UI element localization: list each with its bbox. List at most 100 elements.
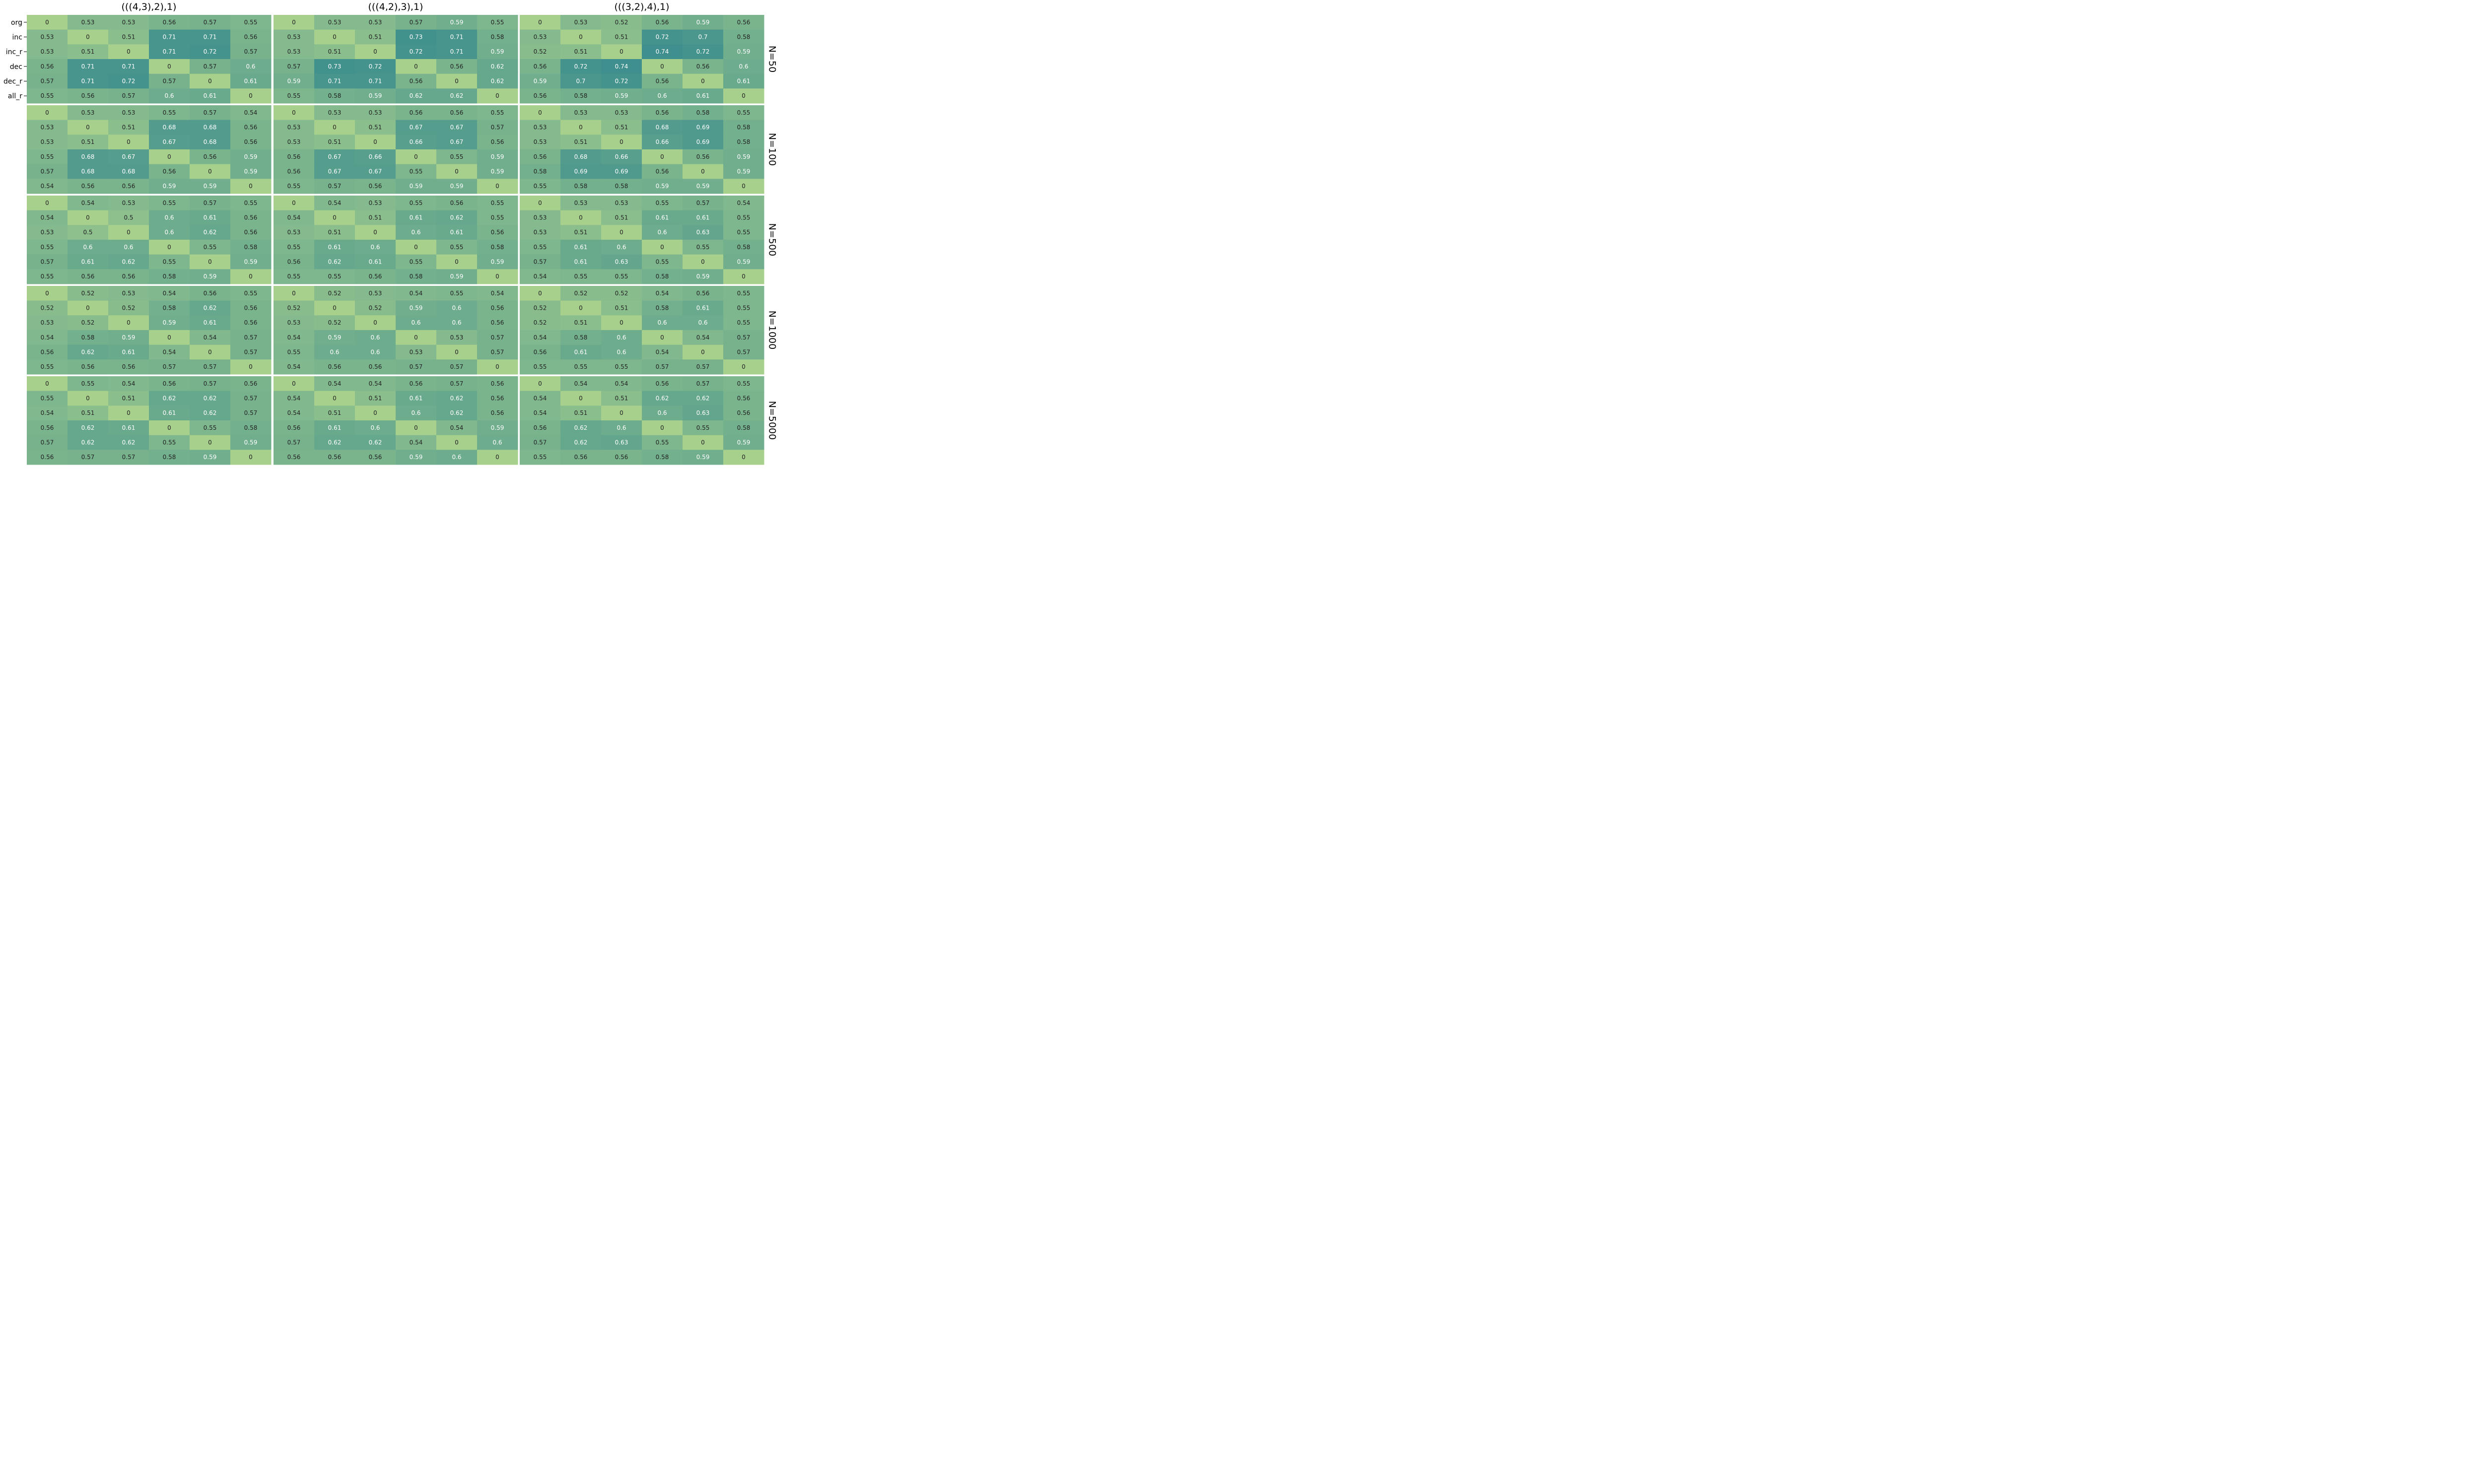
heatmap-cell <box>436 225 478 240</box>
heatmap-cell <box>723 286 764 301</box>
cell-value-label: 0.6 <box>164 214 174 221</box>
heatmap-cell <box>149 330 190 345</box>
cell-value-label: 0.57 <box>410 19 423 26</box>
cell-value-label: 0.58 <box>737 138 751 145</box>
cell-value-label: 0.57 <box>534 259 547 266</box>
cell-value-label: 0.55 <box>737 229 751 236</box>
cell-value-label: 0.52 <box>615 19 628 26</box>
heatmap-cell <box>477 225 518 240</box>
heatmap-cell <box>683 405 724 421</box>
cell-value-label: 0.56 <box>656 168 669 175</box>
heatmap-cell <box>149 29 190 45</box>
cell-value-label: 0.57 <box>410 363 423 370</box>
heatmap-cell <box>27 44 68 60</box>
cell-value-label: 0.51 <box>574 48 588 55</box>
cell-value-label: 0.53 <box>450 334 464 341</box>
cell-value-label: 0.59 <box>737 153 751 160</box>
cell-value-label: 0.53 <box>369 19 382 26</box>
heatmap-cell <box>560 344 602 360</box>
heatmap-cell <box>230 286 272 301</box>
cell-value-label: 0.55 <box>410 168 423 175</box>
heatmap-cell <box>520 240 561 255</box>
cell-value-label: 0.55 <box>287 244 301 251</box>
cell-value-label: 0.59 <box>534 78 547 85</box>
cell-value-label: 0.56 <box>244 124 258 131</box>
heatmap-cell <box>274 359 315 375</box>
heatmap-cell <box>477 330 518 345</box>
heatmap-cell <box>230 15 272 30</box>
cell-value-label: 0.58 <box>615 183 628 190</box>
cell-value-label: 0.67 <box>450 124 464 131</box>
heatmap-cell <box>230 105 272 121</box>
heatmap-cell <box>355 88 396 104</box>
heatmap-cell <box>68 179 109 194</box>
cell-value-label: 0.66 <box>656 138 669 145</box>
heatmap-cell <box>190 73 231 89</box>
heatmap-cell <box>436 391 478 406</box>
heatmap-cell <box>560 120 602 135</box>
cell-value-label: 0.53 <box>534 124 547 131</box>
heatmap-cell <box>68 73 109 89</box>
heatmap-cell <box>396 29 437 45</box>
heatmap-cell <box>68 376 109 392</box>
cell-value-label: 0 <box>208 349 212 356</box>
cell-value-label: 0.57 <box>163 78 176 85</box>
heatmap-cell <box>355 315 396 331</box>
heatmap-panel: 0 0.54 0.53 0.55 0.57 0.55 0.54 0 0.5 0.6 0.61 0.56… <box>27 196 272 284</box>
heatmap-cell <box>314 135 355 150</box>
cell-value-label: 0.67 <box>410 124 423 131</box>
cell-value-label: 0.53 <box>41 229 54 236</box>
cell-value-label: 0.58 <box>410 273 423 280</box>
cell-value-label: 0.57 <box>244 395 258 402</box>
cell-value-label: 0.56 <box>244 229 258 236</box>
cell-value-label: 0.62 <box>450 92 464 99</box>
heatmap-cell <box>108 164 149 179</box>
cell-value-label: 0.58 <box>163 273 176 280</box>
cell-value-label: 0 <box>414 334 418 341</box>
heatmap-cell <box>477 344 518 360</box>
row-label: org <box>11 19 22 27</box>
heatmap-panel: 0 0.53 0.53 0.56 0.58 0.55 0.53 0 0.51 0.68 0.69 0.… <box>520 105 764 194</box>
cell-value-label: 0.54 <box>369 380 382 387</box>
heatmap-cell <box>683 73 724 89</box>
heatmap-cell <box>68 391 109 406</box>
cell-value-label: 0.56 <box>410 109 423 116</box>
cell-value-label: 0 <box>701 259 705 266</box>
heatmap-cell <box>68 300 109 316</box>
cell-value-label: 0.71 <box>450 48 464 55</box>
cell-value-label: 0.57 <box>450 363 464 370</box>
cell-value-label: 0.56 <box>244 138 258 145</box>
heatmap-cell <box>436 135 478 150</box>
cell-value-label: 0.56 <box>41 349 54 356</box>
cell-value-label: 0.53 <box>328 19 342 26</box>
cell-value-label: 0.72 <box>122 78 136 85</box>
heatmap-cell <box>190 179 231 194</box>
heatmap-cell <box>520 376 561 392</box>
heatmap-cell <box>723 225 764 240</box>
cell-value-label: 0.53 <box>534 229 547 236</box>
cell-value-label: 0 <box>742 92 746 99</box>
heatmap-cell <box>396 196 437 211</box>
cell-value-label: 0.56 <box>244 319 258 326</box>
heatmap-cell <box>355 269 396 284</box>
heatmap-cell <box>477 269 518 284</box>
cell-value-label: 0.53 <box>574 19 588 26</box>
heatmap-cell <box>396 391 437 406</box>
cell-value-label: 0.61 <box>204 214 217 221</box>
cell-value-label: 0.56 <box>163 380 176 387</box>
cell-value-label: 0.59 <box>163 319 176 326</box>
heatmap-cell <box>108 376 149 392</box>
heatmap-cell <box>27 15 68 30</box>
heatmap-cell <box>230 391 272 406</box>
heatmap-cell <box>230 210 272 225</box>
cell-value-label: 0 <box>127 319 131 326</box>
heatmap-cell <box>108 210 149 225</box>
cell-value-label: 0.55 <box>534 454 547 461</box>
cell-value-label: 0.51 <box>369 34 382 41</box>
cell-value-label: 0.61 <box>656 214 669 221</box>
cell-value-label: 0 <box>538 380 542 387</box>
cell-value-label: 0.61 <box>574 349 588 356</box>
cell-value-label: 0.62 <box>450 395 464 402</box>
cell-value-label: 0.57 <box>204 19 217 26</box>
heatmap-cell <box>274 420 315 436</box>
